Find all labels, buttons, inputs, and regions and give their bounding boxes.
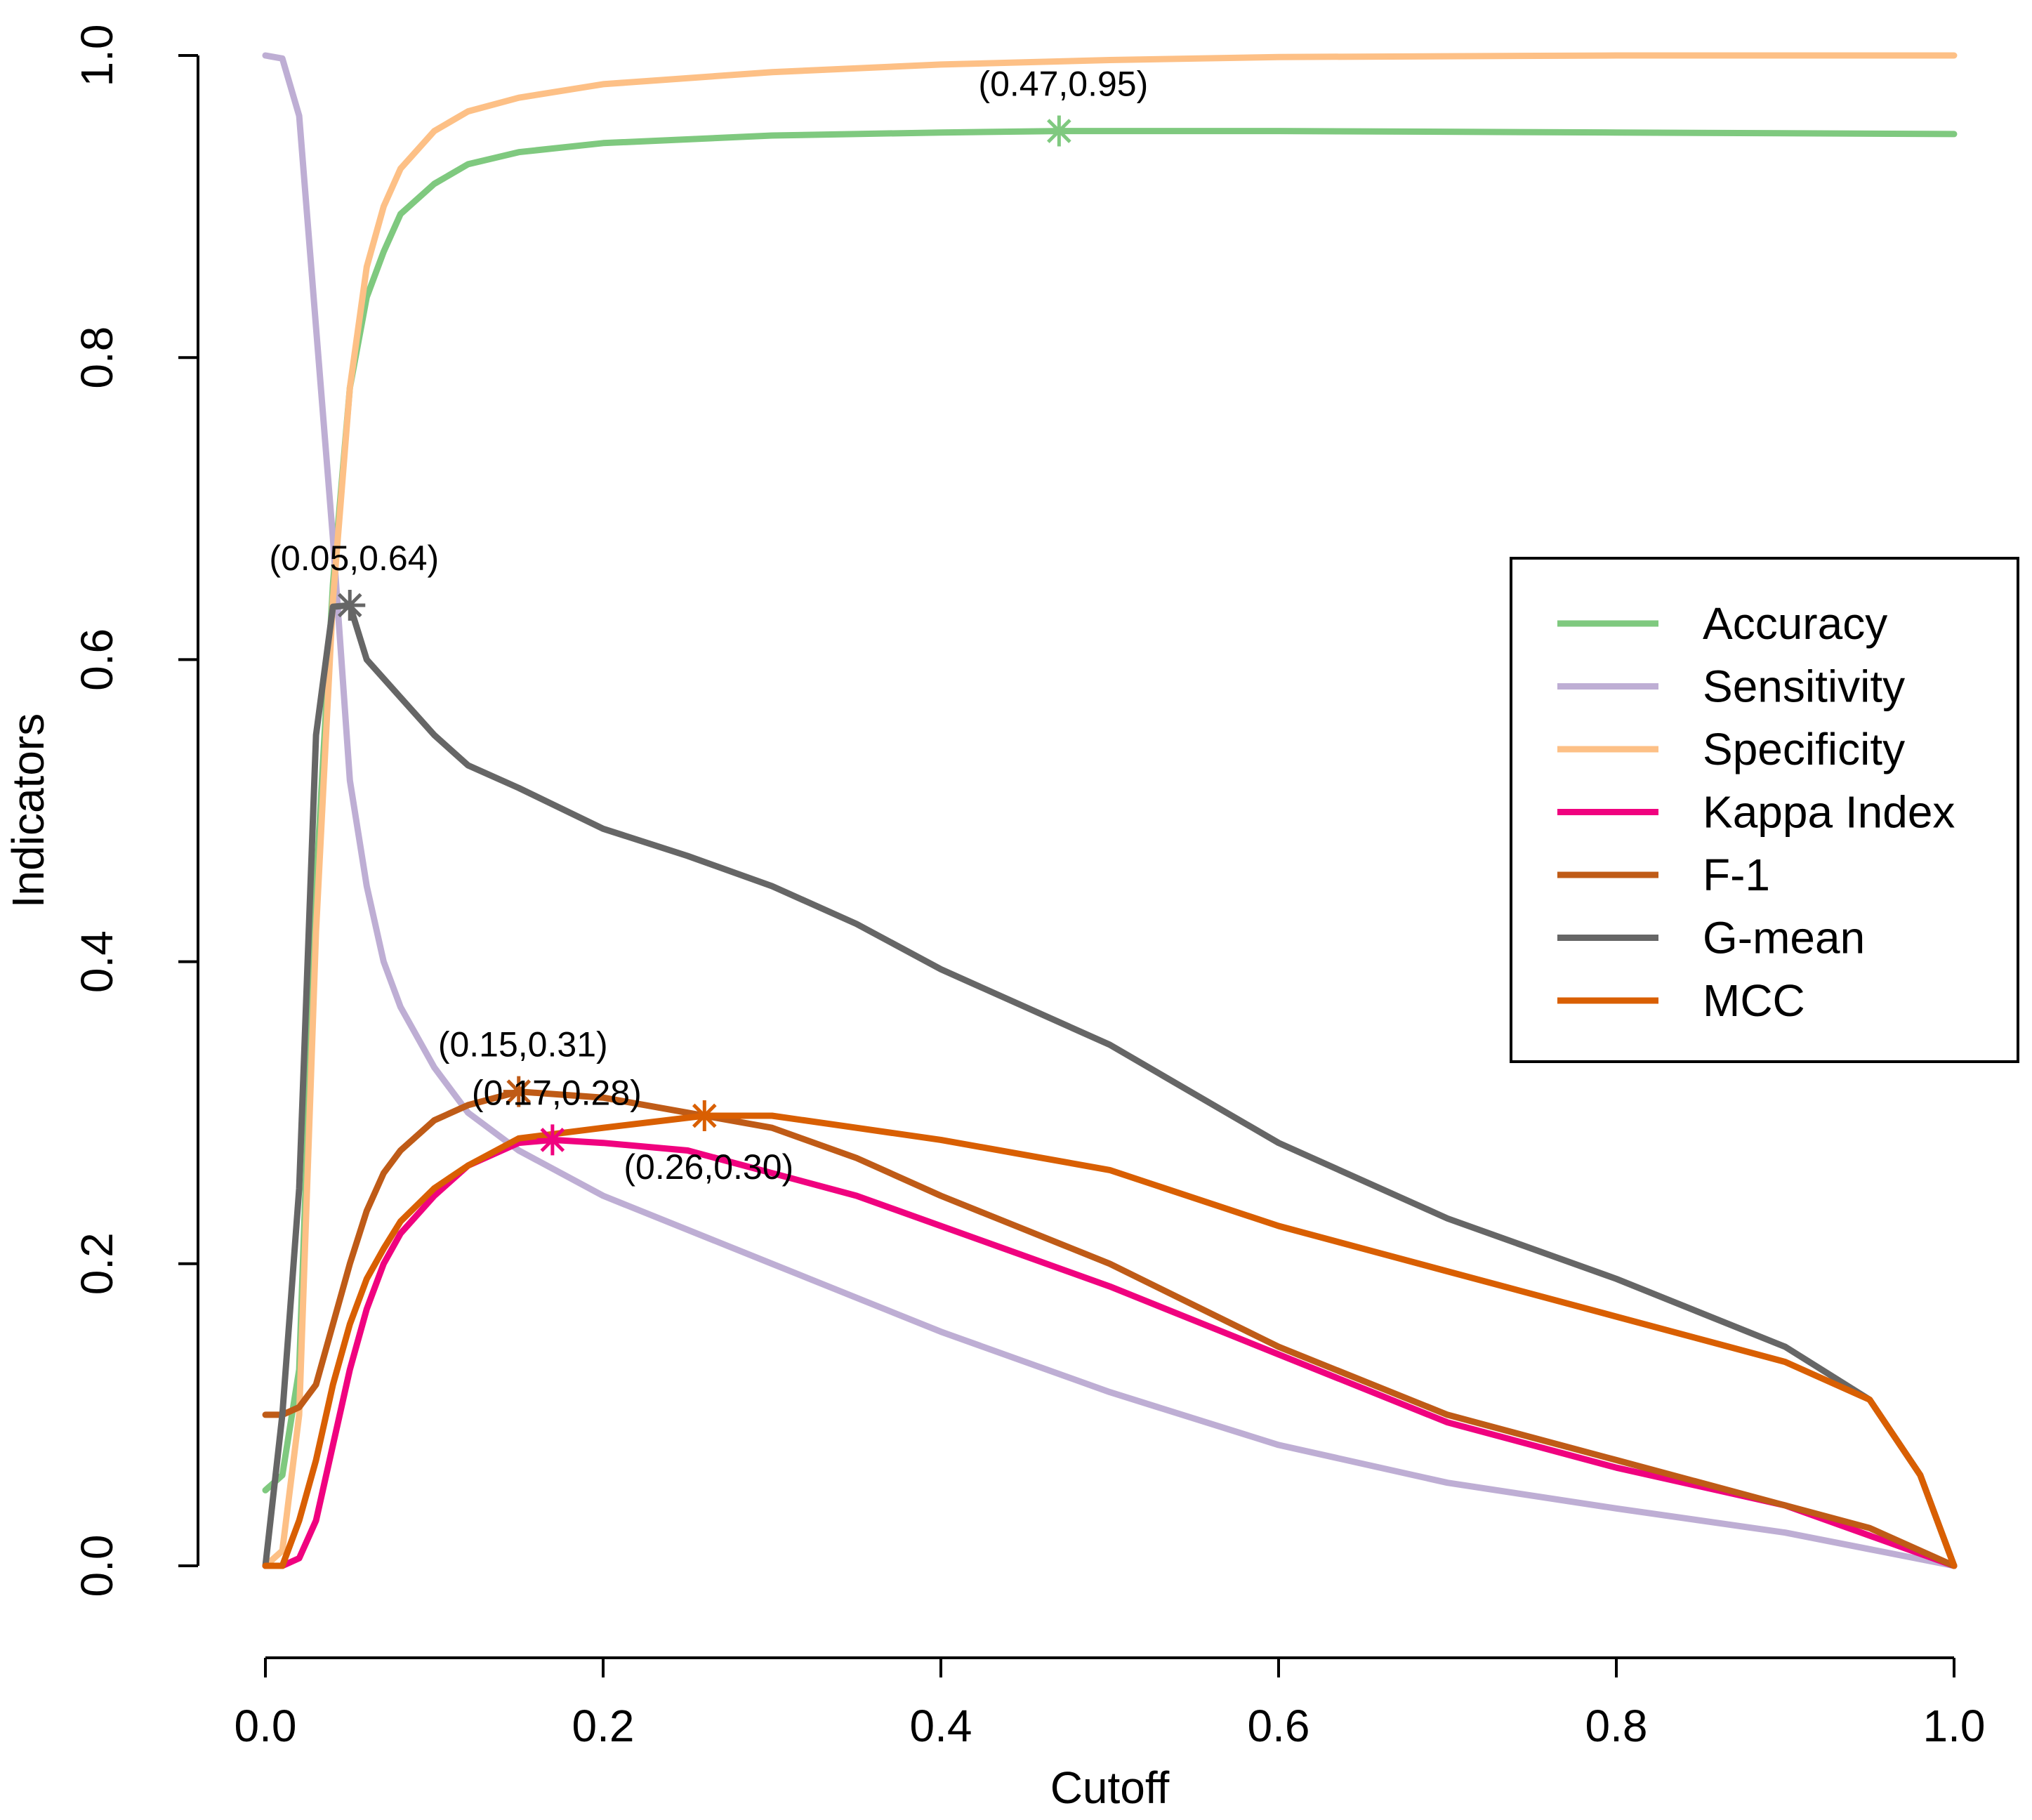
optimum-label: (0.17,0.28)	[472, 1073, 642, 1112]
marker-stroke	[1047, 119, 1071, 143]
optimum-marker	[503, 1076, 534, 1107]
optimum-label: (0.05,0.64)	[269, 539, 439, 578]
y-tick-label: 0.4	[72, 930, 122, 993]
legend-label: Specificity	[1703, 724, 1905, 774]
y-tick-label: 0.6	[72, 628, 122, 691]
x-tick-label: 0.8	[1585, 1701, 1648, 1751]
series-line-kappa-index	[262, 1136, 1958, 1569]
optimum-marker	[1043, 115, 1075, 147]
series-line-mcc	[262, 1112, 1958, 1569]
legend-label: F-1	[1703, 850, 1770, 900]
optimum-label: (0.47,0.95)	[978, 65, 1148, 104]
series-line-f-1	[262, 1088, 1958, 1569]
x-tick-label: 0.2	[572, 1701, 635, 1751]
optimum-marker	[334, 589, 366, 621]
y-tick-label: 1.0	[72, 25, 122, 87]
y-axis-title: Indicators	[3, 713, 53, 908]
marker-stroke	[692, 1103, 717, 1128]
x-tick-label: 0.6	[1248, 1701, 1310, 1751]
series-line-sensitivity	[262, 52, 1958, 1569]
x-tick-label: 1.0	[1923, 1701, 1986, 1751]
marker-stroke	[506, 1079, 532, 1104]
y-tick-label: 0.8	[72, 327, 122, 389]
annotation-layer: (0.47,0.95) (0.05,0.64) (0.15,0.31) (0.17,0…	[269, 65, 1148, 1187]
marker-stroke	[337, 593, 362, 618]
optimum-marker	[536, 1124, 568, 1156]
legend-label: G-mean	[1703, 913, 1865, 963]
y-tick-label: 0.0	[72, 1535, 122, 1597]
optimum-label: (0.26,0.30)	[624, 1147, 793, 1187]
x-tick-label: 0.4	[910, 1701, 972, 1751]
legend-label: Accuracy	[1703, 598, 1887, 649]
optimum-marker	[689, 1100, 720, 1132]
y-tick-label: 0.2	[72, 1232, 122, 1295]
legend: Accuracy Sensitivity Specificity Kappa Inde…	[1510, 557, 2019, 1063]
legend-label: Sensitivity	[1703, 661, 1905, 712]
x-tick-label: 0.0	[235, 1701, 297, 1751]
x-axis-title: Cutoff	[1050, 1762, 1170, 1813]
legend-label: MCC	[1703, 975, 1805, 1026]
marker-stroke	[540, 1128, 565, 1152]
axes: 0.0 0.2 0.4 0.6 0.8 1.0 Cutoff 0.0 0.2 0.4 0.6 0.8 1…	[3, 25, 1985, 1813]
legend-label: Kappa Index	[1703, 787, 1955, 838]
series-line-g-mean	[262, 602, 1958, 1569]
optimum-label: (0.15,0.31)	[438, 1025, 608, 1064]
series-line-specificity	[262, 52, 1958, 1569]
